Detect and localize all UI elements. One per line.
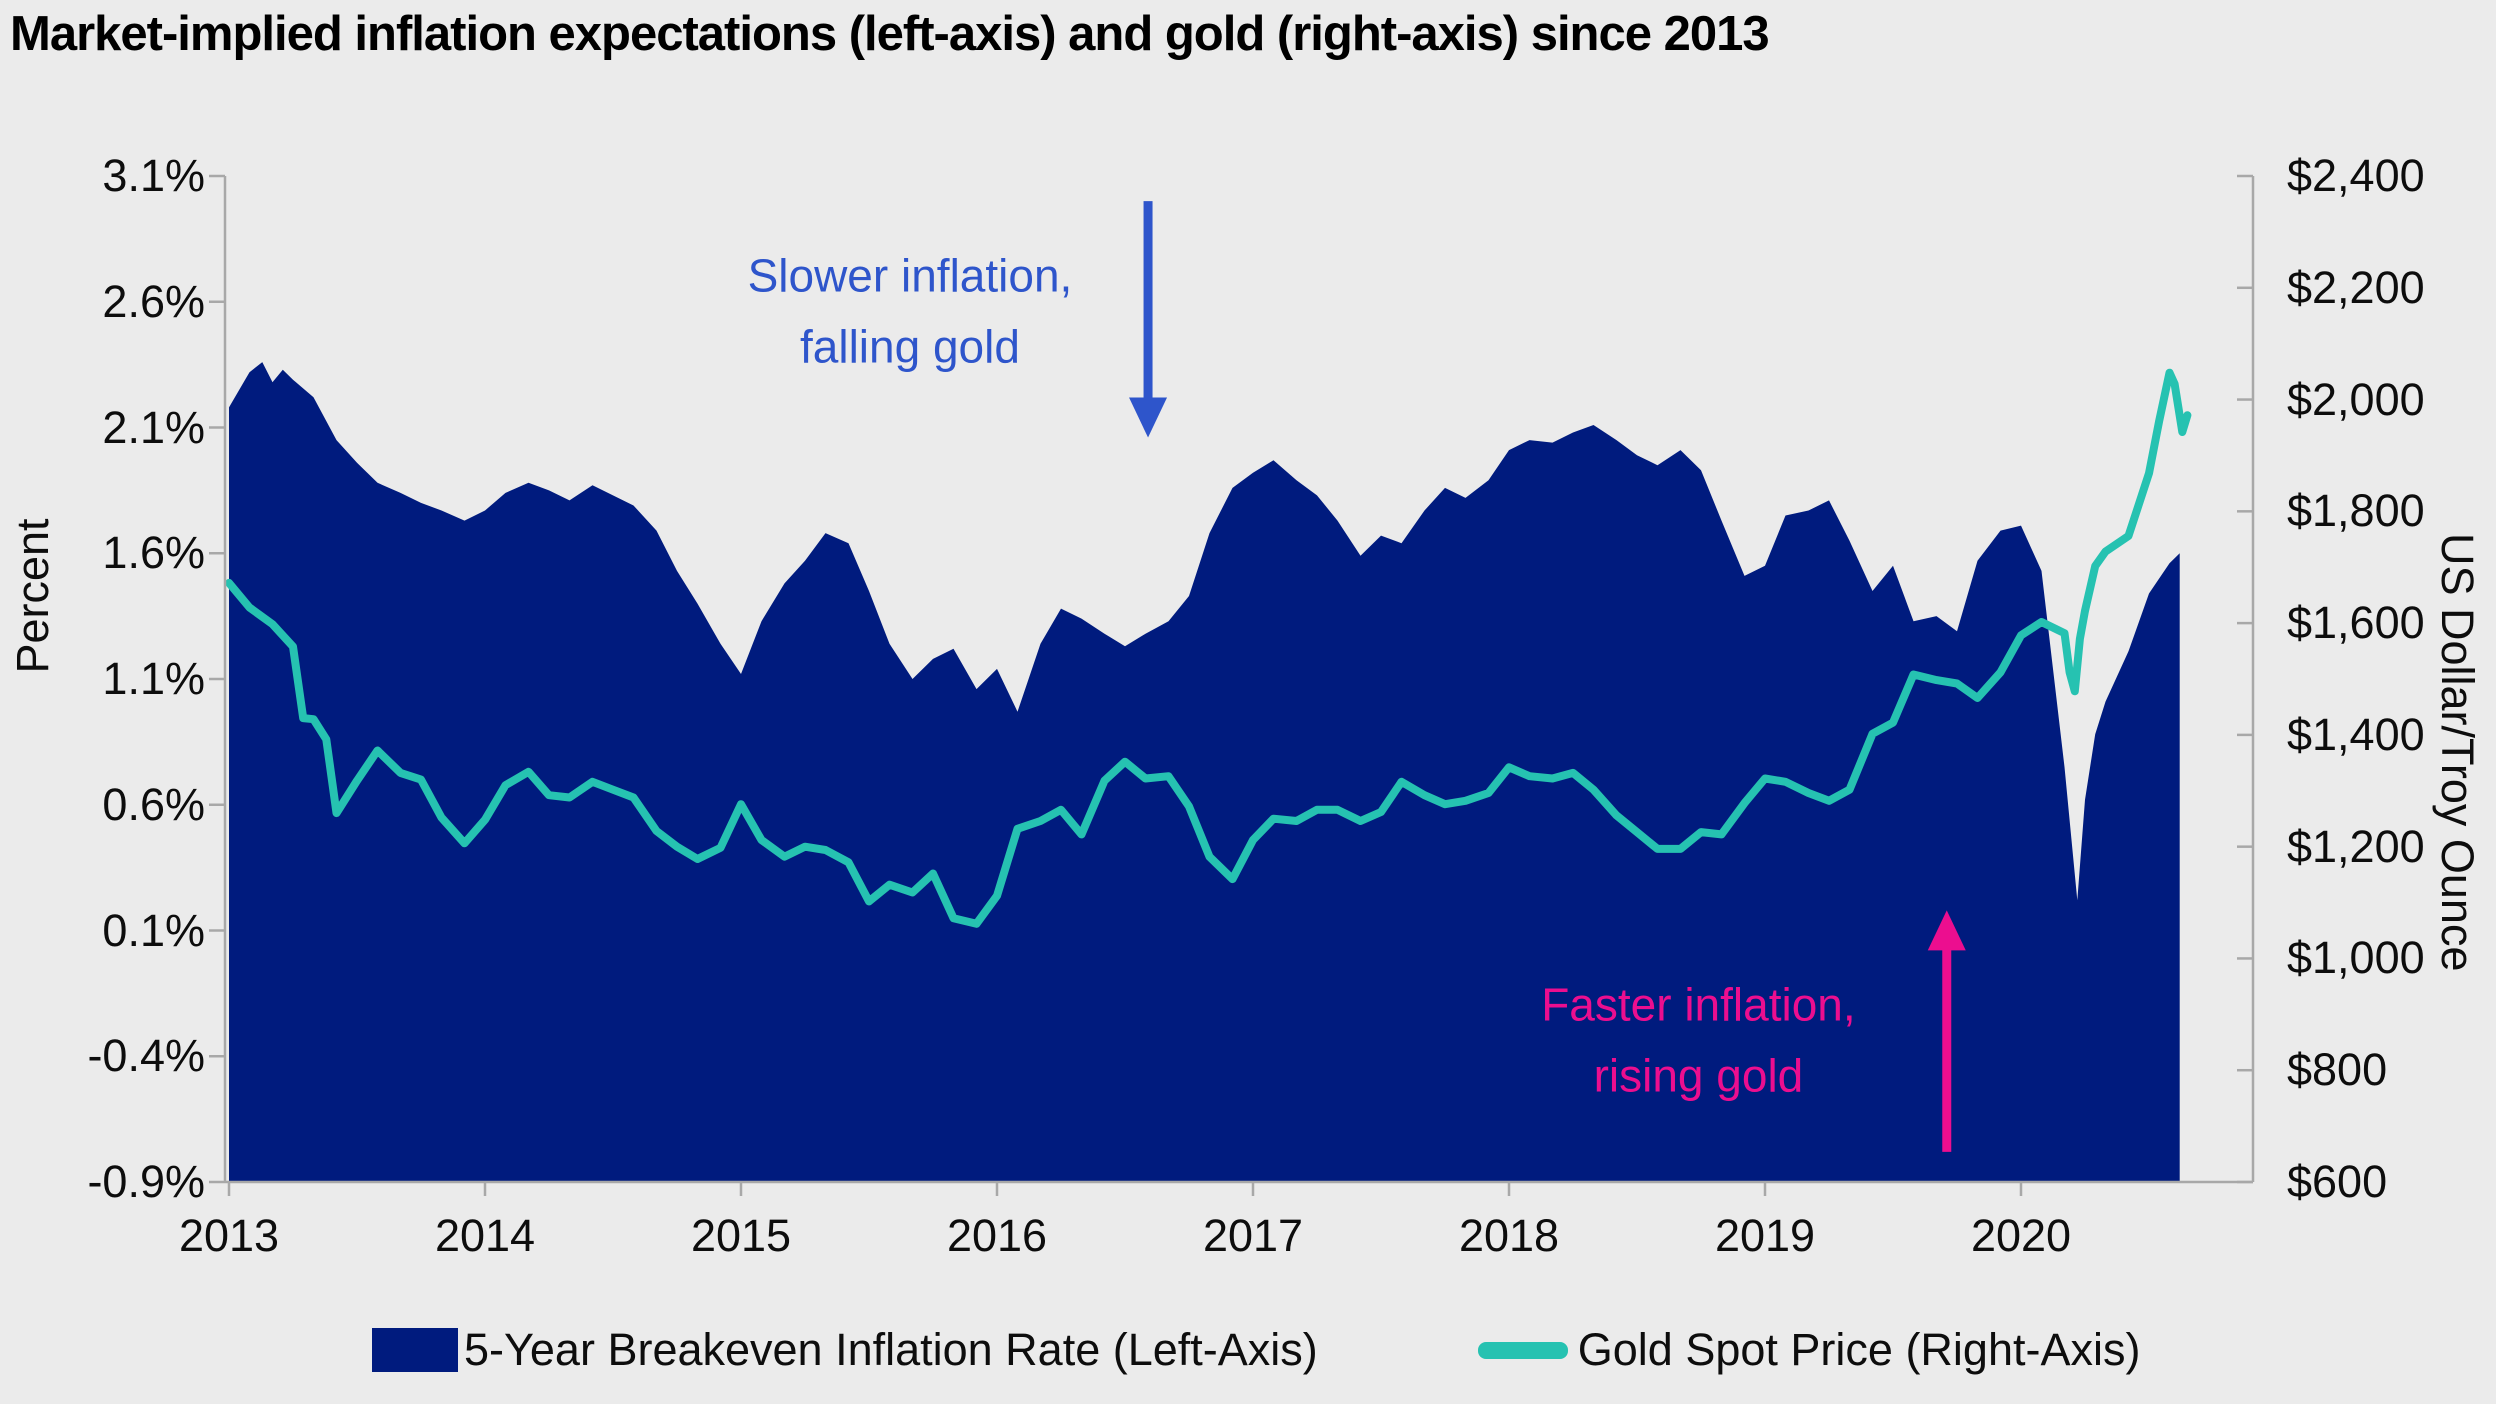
- legend-label-gold: Gold Spot Price (Right-Axis): [1577, 1324, 2141, 1375]
- x-axis-tick-label: 2018: [1458, 1210, 1560, 1261]
- right-axis-tick-label: $1,800: [2287, 485, 2425, 537]
- right-axis-tick-label: $1,200: [2287, 820, 2425, 872]
- x-axis-tick-label: 2016: [946, 1210, 1048, 1261]
- right-axis-title: US Dollar/Troy Ounce: [2432, 533, 2483, 972]
- right-axis-tick-label: $1,400: [2287, 708, 2425, 760]
- annotation-line: falling gold: [799, 320, 1020, 373]
- left-axis-tick-label: 1.1%: [102, 653, 205, 704]
- annotation-slower-inflation: Slower inflation, falling gold: [748, 241, 1073, 384]
- gold-line-swatch-icon: [1477, 1341, 1568, 1359]
- legend-item-gold: Gold Spot Price (Right-Axis): [1477, 1324, 2141, 1376]
- left-axis-tick-label: 0.6%: [102, 778, 205, 830]
- right-axis-tick-label: $600: [2287, 1156, 2388, 1207]
- left-axis-tick-label: 3.1%: [102, 150, 205, 201]
- breakeven-area-series: [229, 362, 2180, 1183]
- annotation-line: Faster inflation,: [1541, 978, 1856, 1031]
- chart-title: Market-implied inflation expectations (l…: [10, 7, 1770, 61]
- legend-item-breakeven: 5-Year Breakeven Inflation Rate (Left-Ax…: [372, 1324, 1318, 1376]
- right-axis-tick-label: $800: [2287, 1044, 2388, 1096]
- left-axis-tick-label: 2.6%: [102, 275, 205, 327]
- right-axis-tick-label: $2,400: [2287, 150, 2425, 201]
- left-axis-tick-label: -0.9%: [87, 1156, 205, 1207]
- left-axis-tick-label: 1.6%: [102, 527, 205, 579]
- left-axis-tick-label: 0.1%: [102, 904, 205, 956]
- x-axis-tick-label: 2019: [1714, 1210, 1816, 1261]
- gold-line-series: [225, 368, 2192, 928]
- right-axis-tick-label: $2,200: [2287, 261, 2425, 313]
- chart-legend: 5-Year Breakeven Inflation Rate (Left-Ax…: [372, 1324, 2140, 1376]
- annotation-faster-inflation: Faster inflation, rising gold: [1541, 970, 1855, 1113]
- x-axis-tick-label: 2014: [434, 1210, 536, 1261]
- x-axis-tick-label: 2015: [690, 1210, 792, 1261]
- right-axis-tick-label: $1,000: [2287, 932, 2425, 984]
- arrow-up-icon: [1927, 910, 1966, 951]
- arrow-down-icon: [1129, 397, 1168, 438]
- x-axis-tick-label: 2020: [1970, 1210, 2072, 1261]
- right-axis-tick-label: $2,000: [2287, 373, 2425, 425]
- left-axis-tick-label: 2.1%: [102, 401, 205, 453]
- x-axis-tick-label: 2017: [1202, 1210, 1304, 1261]
- breakeven-area-swatch-icon: [372, 1328, 458, 1372]
- annotation-line: Slower inflation,: [747, 249, 1073, 302]
- legend-label-breakeven: 5-Year Breakeven Inflation Rate (Left-Ax…: [464, 1324, 1318, 1375]
- left-axis-title: Percent: [7, 518, 58, 674]
- right-axis-tick-label: $1,600: [2287, 597, 2425, 649]
- annotation-line: rising gold: [1593, 1050, 1804, 1103]
- x-axis-tick-label: 2013: [178, 1210, 280, 1261]
- left-axis-tick-label: -0.4%: [87, 1030, 205, 1082]
